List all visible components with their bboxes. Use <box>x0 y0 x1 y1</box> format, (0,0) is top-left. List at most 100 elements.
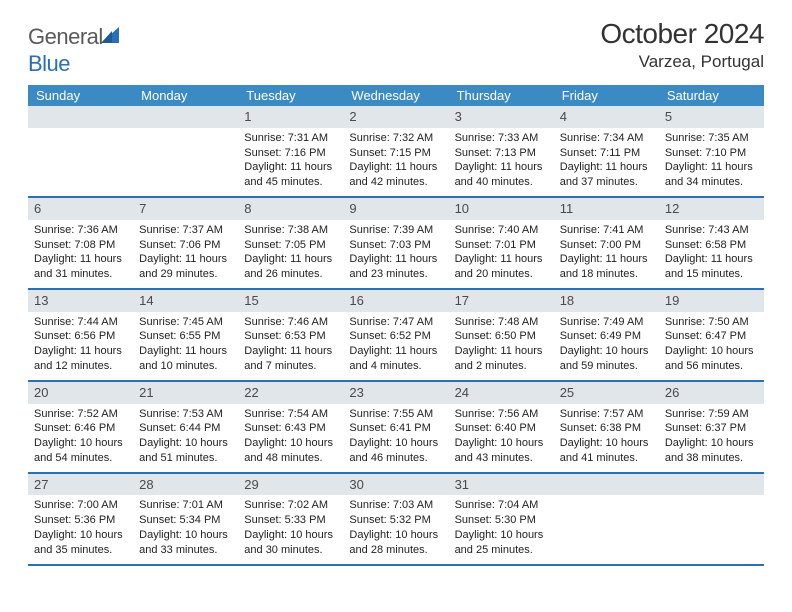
day-number: . <box>554 474 659 496</box>
day-cell: 18Sunrise: 7:49 AMSunset: 6:49 PMDayligh… <box>554 290 659 380</box>
sunrise-text: Sunrise: 7:43 AM <box>665 223 758 238</box>
day-number: 7 <box>133 198 238 220</box>
day-number: 22 <box>238 382 343 404</box>
daylight-text: Daylight: 11 hours and 4 minutes. <box>349 344 442 374</box>
location: Varzea, Portugal <box>600 52 764 72</box>
sunrise-text: Sunrise: 7:48 AM <box>455 315 548 330</box>
day-body: Sunrise: 7:03 AMSunset: 5:32 PMDaylight:… <box>343 495 448 563</box>
daylight-text: Daylight: 10 hours and 43 minutes. <box>455 436 548 466</box>
sunrise-text: Sunrise: 7:03 AM <box>349 498 442 513</box>
day-cell: 6Sunrise: 7:36 AMSunset: 7:08 PMDaylight… <box>28 198 133 288</box>
day-body: Sunrise: 7:41 AMSunset: 7:00 PMDaylight:… <box>554 220 659 288</box>
daylight-text: Daylight: 11 hours and 29 minutes. <box>139 252 232 282</box>
day-number: 24 <box>449 382 554 404</box>
day-body: Sunrise: 7:46 AMSunset: 6:53 PMDaylight:… <box>238 312 343 380</box>
day-number: 1 <box>238 106 343 128</box>
day-number: 15 <box>238 290 343 312</box>
sunrise-text: Sunrise: 7:47 AM <box>349 315 442 330</box>
day-number: 23 <box>343 382 448 404</box>
sunrise-text: Sunrise: 7:31 AM <box>244 131 337 146</box>
sunrise-text: Sunrise: 7:56 AM <box>455 407 548 422</box>
sunrise-text: Sunrise: 7:32 AM <box>349 131 442 146</box>
day-body: Sunrise: 7:34 AMSunset: 7:11 PMDaylight:… <box>554 128 659 196</box>
day-cell: 24 Sunrise: 7:56 AMSunset: 6:40 PMDayligh… <box>449 382 554 472</box>
day-number: 5 <box>659 106 764 128</box>
daylight-text: Daylight: 11 hours and 45 minutes. <box>244 160 337 190</box>
sunset-text: Sunset: 6:37 PM <box>665 421 758 436</box>
daylight-text: Daylight: 10 hours and 38 minutes. <box>665 436 758 466</box>
sunset-text: Sunset: 6:40 PM <box>455 421 548 436</box>
daylight-text: Daylight: 11 hours and 26 minutes. <box>244 252 337 282</box>
sunrise-text: Sunrise: 7:02 AM <box>244 498 337 513</box>
day-body: Sunrise: 7:52 AMSunset: 6:46 PMDaylight:… <box>28 404 133 472</box>
weekday-fri: Friday <box>554 85 659 106</box>
day-number: 9 <box>343 198 448 220</box>
daylight-text: Daylight: 10 hours and 51 minutes. <box>139 436 232 466</box>
day-cell: 9Sunrise: 7:39 AMSunset: 7:03 PMDaylight… <box>343 198 448 288</box>
day-number: 3 <box>449 106 554 128</box>
day-cell: 29Sunrise: 7:02 AMSunset: 5:33 PMDayligh… <box>238 474 343 564</box>
day-number: . <box>28 106 133 128</box>
sunset-text: Sunset: 6:53 PM <box>244 329 337 344</box>
daylight-text: Daylight: 10 hours and 46 minutes. <box>349 436 442 466</box>
sunrise-text: Sunrise: 7:44 AM <box>34 315 127 330</box>
sunrise-text: Sunrise: 7:37 AM <box>139 223 232 238</box>
day-body: Sunrise: 7:39 AMSunset: 7:03 PMDaylight:… <box>343 220 448 288</box>
sunset-text: Sunset: 6:55 PM <box>139 329 232 344</box>
day-number: 26 <box>659 382 764 404</box>
sunset-text: Sunset: 7:10 PM <box>665 146 758 161</box>
sunrise-text: Sunrise: 7:46 AM <box>244 315 337 330</box>
title-block: October 2024 Varzea, Portugal <box>600 18 764 72</box>
sunset-text: Sunset: 5:33 PM <box>244 513 337 528</box>
daylight-text: Daylight: 11 hours and 40 minutes. <box>455 160 548 190</box>
day-cell: 8Sunrise: 7:38 AMSunset: 7:05 PMDaylight… <box>238 198 343 288</box>
day-cell: 2Sunrise: 7:32 AMSunset: 7:15 PMDaylight… <box>343 106 448 196</box>
day-body: Sunrise: 7:04 AMSunset: 5:30 PMDaylight:… <box>449 495 554 563</box>
day-cell: 5Sunrise: 7:35 AMSunset: 7:10 PMDaylight… <box>659 106 764 196</box>
sunrise-text: Sunrise: 7:38 AM <box>244 223 337 238</box>
sunset-text: Sunset: 7:00 PM <box>560 238 653 253</box>
daylight-text: Daylight: 11 hours and 31 minutes. <box>34 252 127 282</box>
daylight-text: Daylight: 10 hours and 56 minutes. <box>665 344 758 374</box>
daylight-text: Daylight: 10 hours and 48 minutes. <box>244 436 337 466</box>
month-title: October 2024 <box>600 18 764 50</box>
day-number: 16 <box>343 290 448 312</box>
day-body: Sunrise: 7:44 AMSunset: 6:56 PMDaylight:… <box>28 312 133 380</box>
day-number: 18 <box>554 290 659 312</box>
day-body: Sunrise: 7:50 AMSunset: 6:47 PMDaylight:… <box>659 312 764 380</box>
day-number: 6 <box>28 198 133 220</box>
sunrise-text: Sunrise: 7:45 AM <box>139 315 232 330</box>
daylight-text: Daylight: 10 hours and 35 minutes. <box>34 528 127 558</box>
weekday-wed: Wednesday <box>343 85 448 106</box>
day-number: 17 <box>449 290 554 312</box>
sunrise-text: Sunrise: 7:33 AM <box>455 131 548 146</box>
sunset-text: Sunset: 7:03 PM <box>349 238 442 253</box>
day-body: Sunrise: 7:53 AMSunset: 6:44 PMDaylight:… <box>133 404 238 472</box>
sunset-text: Sunset: 7:08 PM <box>34 238 127 253</box>
day-cell: 20Sunrise: 7:52 AMSunset: 6:46 PMDayligh… <box>28 382 133 472</box>
day-body: Sunrise: 7:38 AMSunset: 7:05 PMDaylight:… <box>238 220 343 288</box>
header: GeneralBlue October 2024 Varzea, Portuga… <box>28 18 764 77</box>
day-cell: 17Sunrise: 7:48 AMSunset: 6:50 PMDayligh… <box>449 290 554 380</box>
day-body: Sunrise: 7:55 AMSunset: 6:41 PMDaylight:… <box>343 404 448 472</box>
weekday-thu: Thursday <box>449 85 554 106</box>
brand-gray: General <box>28 24 103 49</box>
day-number: 28 <box>133 474 238 496</box>
daylight-text: Daylight: 11 hours and 34 minutes. <box>665 160 758 190</box>
day-cell: 15Sunrise: 7:46 AMSunset: 6:53 PMDayligh… <box>238 290 343 380</box>
daylight-text: Daylight: 11 hours and 23 minutes. <box>349 252 442 282</box>
daylight-text: Daylight: 10 hours and 25 minutes. <box>455 528 548 558</box>
sunrise-text: Sunrise: 7:04 AM <box>455 498 548 513</box>
day-body: Sunrise: 7:57 AMSunset: 6:38 PMDaylight:… <box>554 404 659 472</box>
sunset-text: Sunset: 7:06 PM <box>139 238 232 253</box>
sunset-text: Sunset: 6:49 PM <box>560 329 653 344</box>
day-body: Sunrise: 7:45 AMSunset: 6:55 PMDaylight:… <box>133 312 238 380</box>
sunrise-text: Sunrise: 7:34 AM <box>560 131 653 146</box>
weekday-header: Sunday Monday Tuesday Wednesday Thursday… <box>28 85 764 106</box>
day-cell: 28Sunrise: 7:01 AMSunset: 5:34 PMDayligh… <box>133 474 238 564</box>
brand-logo: GeneralBlue <box>28 24 123 77</box>
weeks-container: ..1Sunrise: 7:31 AMSunset: 7:16 PMDaylig… <box>28 106 764 566</box>
week-row: 6Sunrise: 7:36 AMSunset: 7:08 PMDaylight… <box>28 198 764 290</box>
sail-icon <box>101 25 123 51</box>
sunrise-text: Sunrise: 7:52 AM <box>34 407 127 422</box>
